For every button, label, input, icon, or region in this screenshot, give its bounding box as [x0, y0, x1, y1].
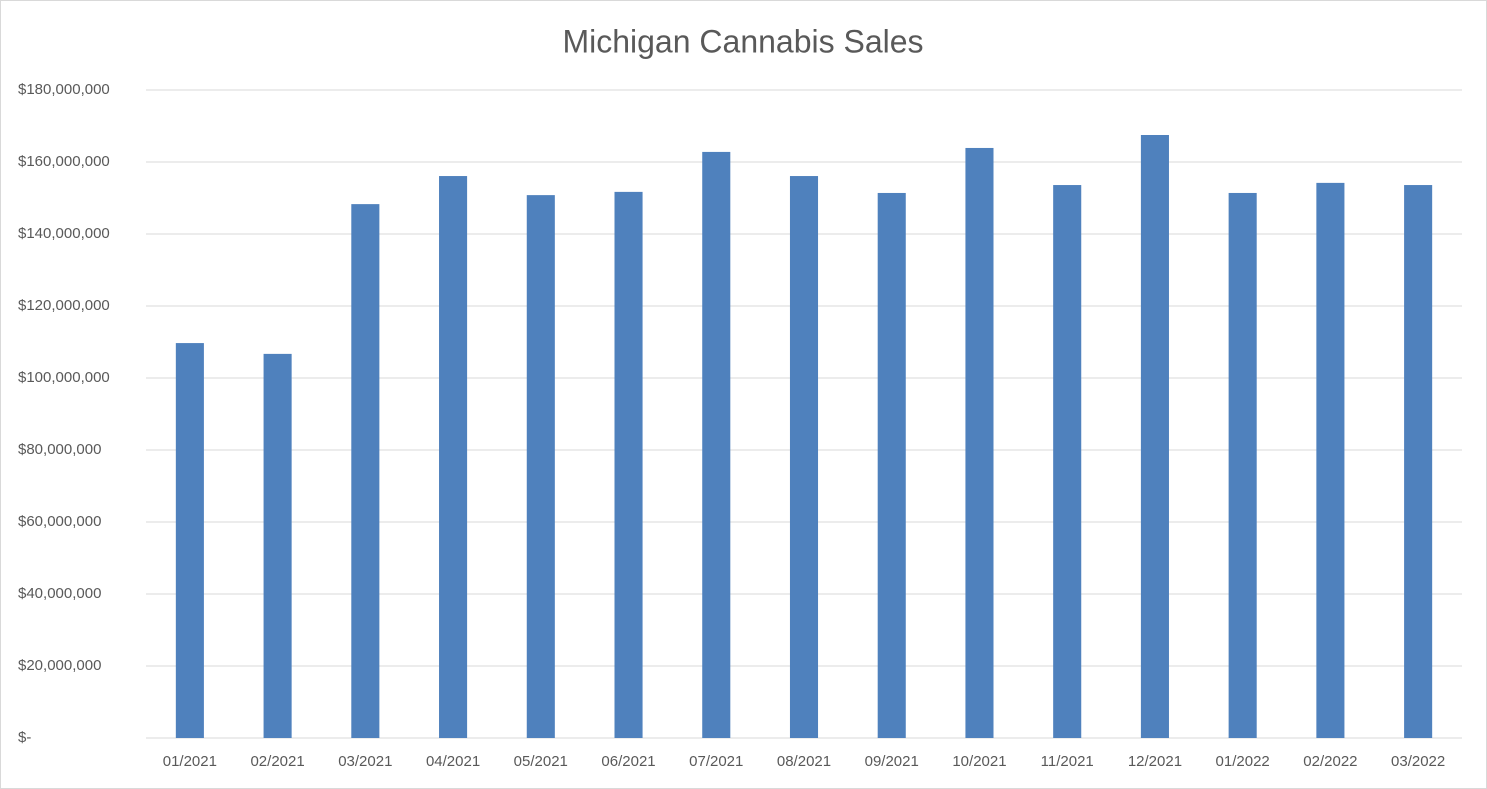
- x-tick-label: 05/2021: [514, 753, 568, 770]
- bar: [351, 204, 380, 738]
- x-tick-label: 08/2021: [777, 753, 831, 770]
- x-tick-label: 01/2021: [163, 753, 217, 770]
- bar: [1316, 182, 1345, 738]
- bar: [877, 192, 906, 738]
- y-tick-label: $100,000,000: [18, 369, 110, 386]
- y-tick-label: $180,000,000: [18, 81, 110, 98]
- x-tick-label: 03/2021: [338, 753, 392, 770]
- bar: [614, 191, 643, 738]
- x-tick-label: 06/2021: [601, 753, 655, 770]
- chart-title: Michigan Cannabis Sales: [562, 23, 923, 59]
- x-tick-label: 02/2022: [1303, 753, 1357, 770]
- bar: [1140, 135, 1169, 738]
- x-tick-label: 04/2021: [426, 753, 480, 770]
- bar: [1228, 192, 1257, 738]
- bar: [175, 343, 204, 738]
- bar: [702, 151, 731, 739]
- x-tick-label: 11/2021: [1041, 753, 1094, 770]
- bar: [1053, 185, 1082, 739]
- x-tick-label: 01/2022: [1216, 753, 1270, 770]
- y-tick-label: $-: [18, 729, 31, 746]
- x-tick-label: 03/2022: [1391, 753, 1445, 770]
- bar: [789, 176, 819, 739]
- bar: [263, 353, 292, 738]
- x-tick-label: 07/2021: [689, 753, 743, 770]
- bar: [965, 147, 994, 738]
- x-tick-label: 09/2021: [865, 753, 919, 770]
- x-tick-label: 12/2021: [1128, 753, 1182, 770]
- y-tick-label: $120,000,000: [18, 297, 110, 314]
- y-tick-label: $140,000,000: [18, 225, 110, 242]
- x-tick-label: 10/2021: [952, 753, 1006, 770]
- y-tick-label: $60,000,000: [18, 513, 101, 530]
- bar: [526, 195, 555, 738]
- y-tick-label: $40,000,000: [18, 585, 101, 602]
- y-tick-label: $160,000,000: [18, 153, 110, 170]
- bar: [1404, 185, 1433, 739]
- bar: [439, 176, 468, 739]
- y-tick-label: $20,000,000: [18, 657, 101, 674]
- x-tick-label: 02/2021: [250, 753, 304, 770]
- y-tick-label: $80,000,000: [18, 441, 101, 458]
